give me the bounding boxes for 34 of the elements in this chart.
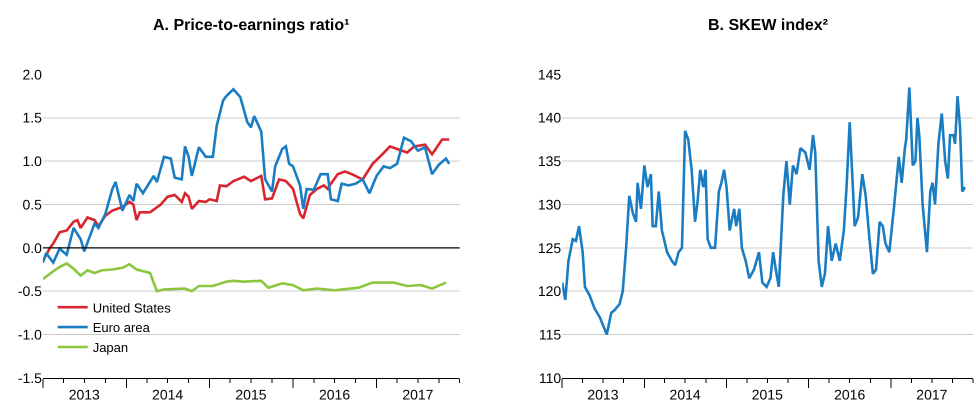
y-tick-label: 2.0 <box>22 66 42 82</box>
legend-label: Euro area <box>92 320 151 336</box>
chart-title: B. SKEW index² <box>708 17 828 34</box>
y-tick-label: 115 <box>538 326 562 342</box>
x-tick-label: 2016 <box>834 386 866 403</box>
line-series <box>42 88 450 264</box>
y-tick-label: 135 <box>538 153 562 170</box>
line-series <box>562 86 966 336</box>
x-tick-label: 2016 <box>318 386 350 403</box>
y-tick-label: -1.0 <box>18 326 42 342</box>
y-tick-label: 125 <box>538 240 562 256</box>
y-tick-label: 130 <box>538 196 562 212</box>
y-tick-label: 140 <box>538 110 562 126</box>
y-tick-label: 120 <box>538 283 562 300</box>
y-tick-label: 0.0 <box>22 240 42 256</box>
x-tick-label: 2015 <box>235 386 267 403</box>
x-tick-label: 2017 <box>916 386 948 403</box>
y-tick-label: 1.0 <box>22 153 42 170</box>
legend-label: Japan <box>92 340 128 356</box>
y-tick-label: -1.5 <box>18 370 42 386</box>
y-tick-label: 110 <box>538 370 562 386</box>
chart-title: A. Price-to-earnings ratio¹ <box>153 17 350 34</box>
x-tick-label: 2017 <box>402 386 434 403</box>
y-tick-label: 0.5 <box>22 196 42 212</box>
x-tick-label: 2014 <box>152 386 184 403</box>
x-tick-label: 2015 <box>752 386 784 403</box>
y-tick-label: 145 <box>538 66 562 82</box>
x-tick-label: 2014 <box>670 386 701 403</box>
y-tick-label: 1.5 <box>22 110 42 126</box>
y-tick-label: -0.5 <box>18 283 42 300</box>
legend-label: United States <box>92 300 172 316</box>
line-series <box>42 262 448 292</box>
x-tick-label: 2013 <box>587 386 619 403</box>
x-tick-label: 2013 <box>68 386 100 403</box>
